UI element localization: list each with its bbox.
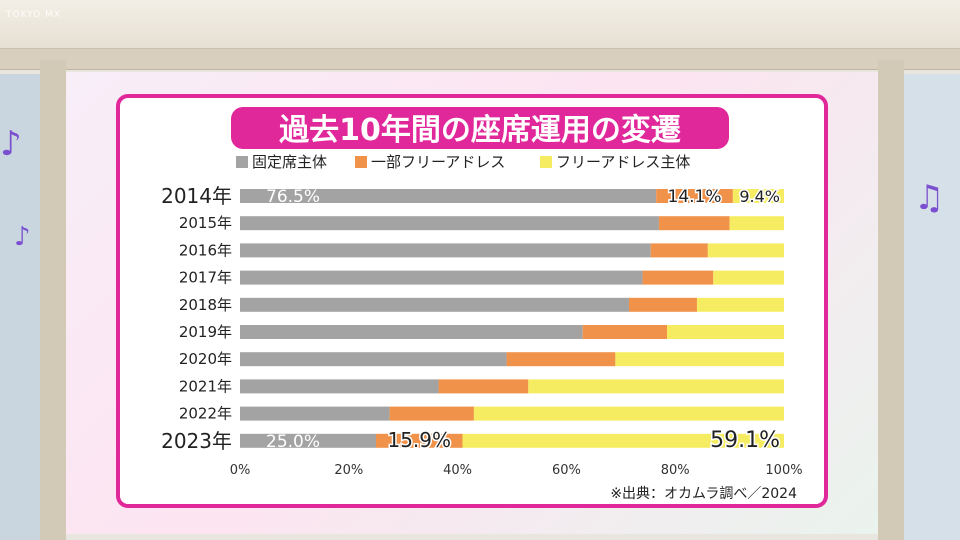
- bar-segment: [642, 270, 714, 285]
- legend-label: フリーアドレス主体: [556, 153, 690, 171]
- category-label: 2014年: [161, 184, 232, 208]
- bar-segment: [729, 216, 784, 231]
- data-label: 14.1%: [668, 187, 722, 207]
- data-label: 9.4%: [739, 187, 780, 206]
- data-label: 15.9%: [387, 428, 451, 452]
- bar-segment: [240, 189, 657, 203]
- bars: [240, 189, 784, 448]
- bar-segment: [240, 433, 376, 448]
- bar-segment: [650, 243, 708, 258]
- x-tick-label: 0%: [230, 463, 251, 478]
- y-axis-labels: 2014年 2015年 2016年 2017年 2018年 2019年 2020年 2021年…: [161, 184, 232, 453]
- x-tick-label: 40%: [443, 463, 472, 478]
- legend-swatch: [236, 156, 248, 168]
- x-tick-label: 60%: [552, 463, 581, 478]
- category-label: 2015年: [179, 214, 232, 232]
- category-label: 2017年: [179, 269, 232, 287]
- bar-segment: [389, 406, 474, 421]
- bar-segment: [732, 189, 784, 203]
- studio-post-left: [40, 60, 66, 540]
- x-axis-tick-labels: 0% 20% 40% 60% 80% 100%: [230, 463, 803, 478]
- bar-segment: [240, 352, 507, 367]
- data-label: 76.5%: [266, 187, 320, 207]
- music-note-icon: ♪: [14, 222, 31, 252]
- x-tick-label: 100%: [765, 463, 802, 478]
- source-note: ※出典：オカムラ調べ／2024: [610, 486, 797, 502]
- data-label: 59.1%: [710, 428, 780, 453]
- bar-segment: [582, 325, 668, 339]
- bar-segment: [438, 379, 529, 394]
- chart-title-group: 過去10年間の座席運用の変遷: [231, 107, 729, 149]
- title-background: [231, 107, 729, 149]
- bar-segment: [240, 297, 629, 312]
- studio-wall-top: [0, 0, 960, 52]
- bar-segment: [240, 406, 390, 421]
- chart-title: 過去10年間の座席運用の変遷: [279, 113, 681, 148]
- x-tick-label: 20%: [334, 463, 363, 478]
- bar-segment: [528, 379, 784, 394]
- category-label: 2021年: [179, 377, 232, 395]
- legend-swatch: [355, 156, 367, 168]
- legend-label: 固定席主体: [252, 153, 327, 171]
- bar-segment: [658, 216, 730, 231]
- bar-segment: [240, 270, 643, 285]
- data-labels: 76.5% 14.1% 9.4% 25.0% 15.9% 59.1%: [266, 186, 782, 455]
- studio-post-right: [878, 60, 904, 540]
- bar-segment: [376, 433, 463, 448]
- category-label: 2022年: [179, 405, 232, 423]
- category-label: 2023年: [161, 429, 232, 453]
- bar-segment: [713, 270, 784, 285]
- bar-segment: [462, 433, 784, 448]
- broadcaster-logo: TOKYO MX: [6, 10, 62, 20]
- bar-segment: [696, 297, 784, 312]
- bar-segment: [473, 406, 784, 421]
- legend: 固定席主体 一部フリーアドレス フリーアドレス主体: [236, 153, 690, 171]
- x-tick-label: 80%: [661, 463, 690, 478]
- bar-segment: [656, 189, 733, 203]
- bar-segment: [506, 352, 616, 367]
- bar-segment: [628, 297, 697, 312]
- bar-segment: [240, 243, 651, 258]
- category-label: 2016年: [179, 241, 232, 259]
- bar-segment: [240, 379, 439, 394]
- bar-segment: [240, 216, 659, 231]
- bar-segment: [615, 352, 784, 367]
- bar-segment: [667, 325, 784, 339]
- studio-rail: [0, 48, 960, 70]
- legend-label: 一部フリーアドレス: [371, 153, 505, 171]
- studio-side-panel-left: ♪ ♪: [0, 74, 40, 540]
- music-note-icon: ♫: [914, 178, 945, 218]
- category-label: 2020年: [179, 350, 232, 368]
- data-label: 25.0%: [266, 432, 320, 452]
- studio-side-panel-right: ♫: [904, 74, 960, 540]
- bar-segment: [240, 325, 583, 339]
- category-label: 2019年: [179, 323, 232, 341]
- legend-swatch: [540, 156, 552, 168]
- music-note-icon: ♪: [0, 124, 22, 164]
- bar-segment: [707, 243, 784, 258]
- category-label: 2018年: [179, 296, 232, 314]
